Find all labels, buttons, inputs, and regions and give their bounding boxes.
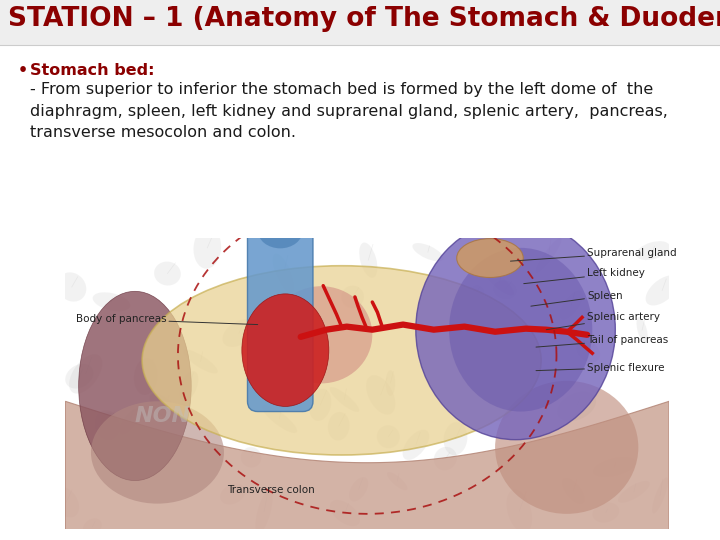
Text: Tail of pancreas: Tail of pancreas [536, 335, 668, 347]
Ellipse shape [184, 350, 217, 374]
Text: •: • [18, 63, 28, 78]
Text: Body of pancreas: Body of pancreas [76, 314, 258, 325]
Ellipse shape [270, 286, 372, 383]
Ellipse shape [359, 242, 377, 278]
Ellipse shape [646, 275, 679, 306]
Ellipse shape [366, 375, 395, 415]
Text: Splenic flexure: Splenic flexure [536, 362, 665, 373]
Ellipse shape [273, 254, 294, 294]
Ellipse shape [485, 270, 514, 295]
Ellipse shape [444, 422, 467, 455]
Ellipse shape [120, 408, 140, 435]
Ellipse shape [487, 396, 513, 421]
Ellipse shape [154, 261, 181, 286]
Ellipse shape [618, 481, 650, 503]
Ellipse shape [387, 472, 408, 490]
Ellipse shape [562, 478, 585, 504]
Ellipse shape [94, 410, 120, 440]
Ellipse shape [593, 457, 636, 477]
Ellipse shape [349, 477, 369, 502]
Ellipse shape [495, 381, 639, 514]
Ellipse shape [222, 319, 256, 347]
Ellipse shape [69, 354, 102, 394]
Ellipse shape [559, 291, 582, 320]
Text: - From superior to inferior the stomach bed is formed by the left dome of  the
d: - From superior to inferior the stomach … [30, 82, 668, 140]
Ellipse shape [467, 285, 484, 305]
Ellipse shape [593, 502, 619, 523]
Ellipse shape [434, 447, 457, 470]
Ellipse shape [402, 430, 429, 460]
Ellipse shape [57, 272, 86, 302]
Ellipse shape [240, 447, 261, 468]
Ellipse shape [78, 291, 192, 481]
Ellipse shape [328, 412, 350, 441]
Text: Left kidney: Left kidney [523, 268, 645, 284]
Ellipse shape [242, 294, 329, 407]
Text: Suprarenal gland: Suprarenal gland [510, 248, 677, 261]
Ellipse shape [330, 500, 360, 526]
Ellipse shape [83, 518, 102, 535]
Ellipse shape [261, 404, 297, 433]
Ellipse shape [636, 241, 670, 260]
Ellipse shape [449, 248, 593, 411]
Ellipse shape [180, 371, 199, 401]
Ellipse shape [506, 349, 534, 382]
FancyBboxPatch shape [248, 227, 313, 411]
Ellipse shape [134, 358, 158, 395]
FancyBboxPatch shape [0, 0, 720, 45]
Ellipse shape [330, 387, 359, 412]
Ellipse shape [66, 364, 94, 389]
Ellipse shape [413, 243, 444, 261]
Text: Transverse colon: Transverse colon [227, 485, 315, 495]
Text: Spleen: Spleen [531, 291, 623, 306]
Ellipse shape [142, 266, 541, 455]
Ellipse shape [310, 389, 331, 421]
Ellipse shape [456, 239, 523, 278]
Text: Splenic artery: Splenic artery [546, 313, 660, 330]
Ellipse shape [386, 370, 395, 396]
Ellipse shape [493, 280, 517, 299]
Ellipse shape [53, 487, 79, 517]
Ellipse shape [576, 341, 600, 362]
Ellipse shape [194, 227, 221, 269]
Text: STATION – 1 (Anatomy of The Stomach & Duodenum): STATION – 1 (Anatomy of The Stomach & Du… [8, 6, 720, 32]
Ellipse shape [93, 292, 130, 311]
Ellipse shape [258, 213, 302, 248]
Ellipse shape [91, 401, 224, 504]
Ellipse shape [256, 490, 273, 534]
Ellipse shape [416, 220, 616, 440]
Ellipse shape [377, 425, 400, 448]
Ellipse shape [506, 490, 532, 533]
Ellipse shape [150, 393, 181, 423]
Ellipse shape [636, 317, 648, 343]
Text: Stomach bed:: Stomach bed: [30, 63, 155, 78]
Ellipse shape [341, 286, 364, 308]
Ellipse shape [100, 413, 117, 436]
Text: NON: NON [135, 406, 191, 426]
Ellipse shape [247, 338, 284, 376]
Ellipse shape [652, 477, 668, 514]
Polygon shape [66, 401, 669, 534]
Ellipse shape [220, 483, 246, 504]
Ellipse shape [557, 392, 596, 421]
Ellipse shape [536, 238, 562, 273]
